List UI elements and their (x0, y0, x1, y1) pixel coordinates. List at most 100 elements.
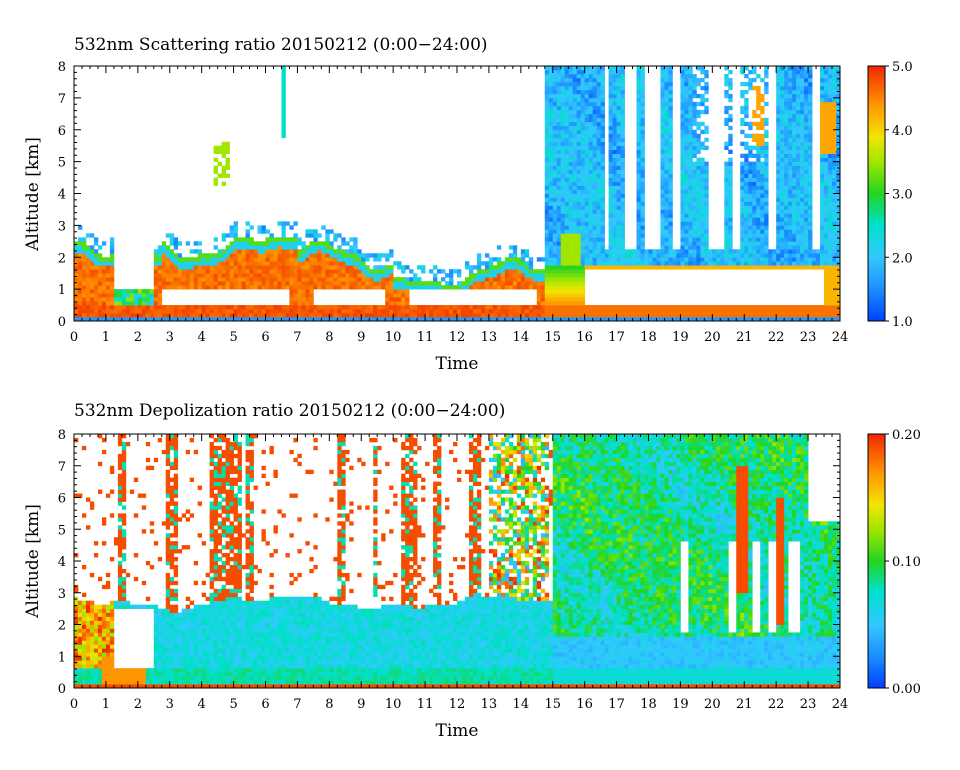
heatmap-cell (301, 293, 306, 298)
heatmap-cell (740, 81, 745, 87)
heatmap-cell (820, 229, 825, 234)
heatmap-cell (760, 93, 765, 99)
heatmap-cell (584, 73, 590, 79)
heatmap-cell (748, 229, 753, 234)
heatmap-cell (796, 313, 801, 318)
heatmap-cell (796, 185, 801, 190)
heatmap-cell (788, 249, 793, 254)
heatmap-cell (636, 305, 641, 310)
heatmap-cell (636, 161, 641, 166)
heatmap-cell (572, 257, 578, 262)
heatmap-cell (820, 113, 825, 119)
heatmap-cell (612, 261, 617, 266)
heatmap-cell (592, 249, 597, 254)
heatmap-cell (620, 245, 625, 250)
heatmap-cell (700, 77, 705, 83)
heatmap-cell (293, 237, 298, 242)
heatmap-cell (397, 317, 402, 321)
heatmap-cell (608, 225, 613, 230)
heatmap-cell (253, 273, 258, 278)
heatmap-cell (548, 253, 554, 258)
heatmap-cell (137, 297, 143, 302)
heatmap-cell (792, 205, 797, 210)
heatmap-cell (564, 181, 570, 186)
heatmap-cell (684, 245, 689, 250)
heatmap-cell (788, 117, 793, 123)
heatmap-cell (572, 109, 578, 115)
heatmap-cell (692, 189, 697, 194)
heatmap-cell (381, 281, 386, 286)
heatmap-cell (788, 217, 793, 222)
heatmap-cell (776, 109, 781, 115)
heatmap-cell (321, 249, 326, 254)
heatmap-cell (796, 261, 801, 266)
heatmap-cell (213, 285, 218, 290)
heatmap-cell (149, 293, 155, 298)
heatmap-cell (540, 313, 546, 318)
heatmap-cell (788, 121, 793, 127)
heatmap-cell (620, 257, 625, 262)
heatmap-cell (261, 253, 266, 258)
heatmap-cell (89, 297, 95, 302)
heatmap-cell (728, 81, 733, 87)
heatmap-cell (97, 297, 103, 302)
heatmap-cell (776, 221, 781, 226)
heatmap-cell (692, 205, 697, 210)
heatmap-cell (568, 213, 574, 218)
heatmap-cell (145, 301, 151, 306)
heatmap-cell (480, 313, 486, 318)
heatmap-cell (77, 269, 83, 274)
heatmap-cell (704, 233, 709, 238)
heatmap-cell (772, 249, 777, 254)
heatmap-cell (704, 81, 709, 87)
heatmap-cell (756, 245, 761, 250)
heatmap-cell (832, 221, 837, 226)
heatmap-cell (756, 193, 761, 198)
heatmap-cell (684, 253, 689, 258)
heatmap-cell (281, 273, 286, 278)
heatmap-cell (752, 201, 757, 206)
heatmap-cell (345, 277, 350, 282)
heatmap-cell (161, 249, 167, 254)
heatmap-cell (692, 261, 697, 266)
heatmap-cell (572, 269, 578, 274)
heatmap-cell (796, 217, 801, 222)
heatmap-cell (405, 317, 410, 321)
heatmap-cell (337, 245, 342, 250)
heatmap-cell (277, 309, 282, 314)
heatmap-cell (724, 173, 729, 178)
heatmap-cell (680, 213, 685, 218)
heatmap-cell (692, 225, 697, 230)
heatmap-cell (568, 281, 574, 286)
heatmap-cell (588, 177, 593, 182)
heatmap-cell (776, 145, 781, 151)
heatmap-cell (269, 249, 274, 254)
heatmap-cell (588, 101, 593, 107)
heatmap-cell (313, 313, 318, 318)
heatmap-cell (764, 233, 769, 238)
heatmap-cell (580, 173, 586, 178)
heatmap-cell (824, 313, 829, 318)
heatmap-cell (684, 129, 689, 135)
heatmap-cell (552, 269, 558, 274)
heatmap-cell (832, 145, 837, 151)
heatmap-cell (229, 281, 234, 286)
heatmap-cell (808, 209, 813, 214)
heatmap-cell (636, 253, 641, 258)
heatmap-cell (516, 285, 522, 290)
heatmap-cell (89, 281, 95, 286)
heatmap-cell (744, 233, 749, 238)
heatmap-cell (329, 261, 334, 266)
heatmap-cell (768, 257, 773, 262)
heatmap-cell (556, 173, 562, 178)
heatmap-cell (560, 249, 566, 254)
heatmap-cell (696, 201, 701, 206)
heatmap-cell (760, 121, 765, 127)
heatmap-cell (788, 205, 793, 210)
heatmap-cell (620, 77, 625, 83)
heatmap-cell (688, 66, 693, 71)
heatmap-cell (780, 257, 785, 262)
heatmap-cell (429, 317, 434, 321)
heatmap-cell (620, 213, 625, 218)
heatmap-cell (800, 149, 805, 154)
